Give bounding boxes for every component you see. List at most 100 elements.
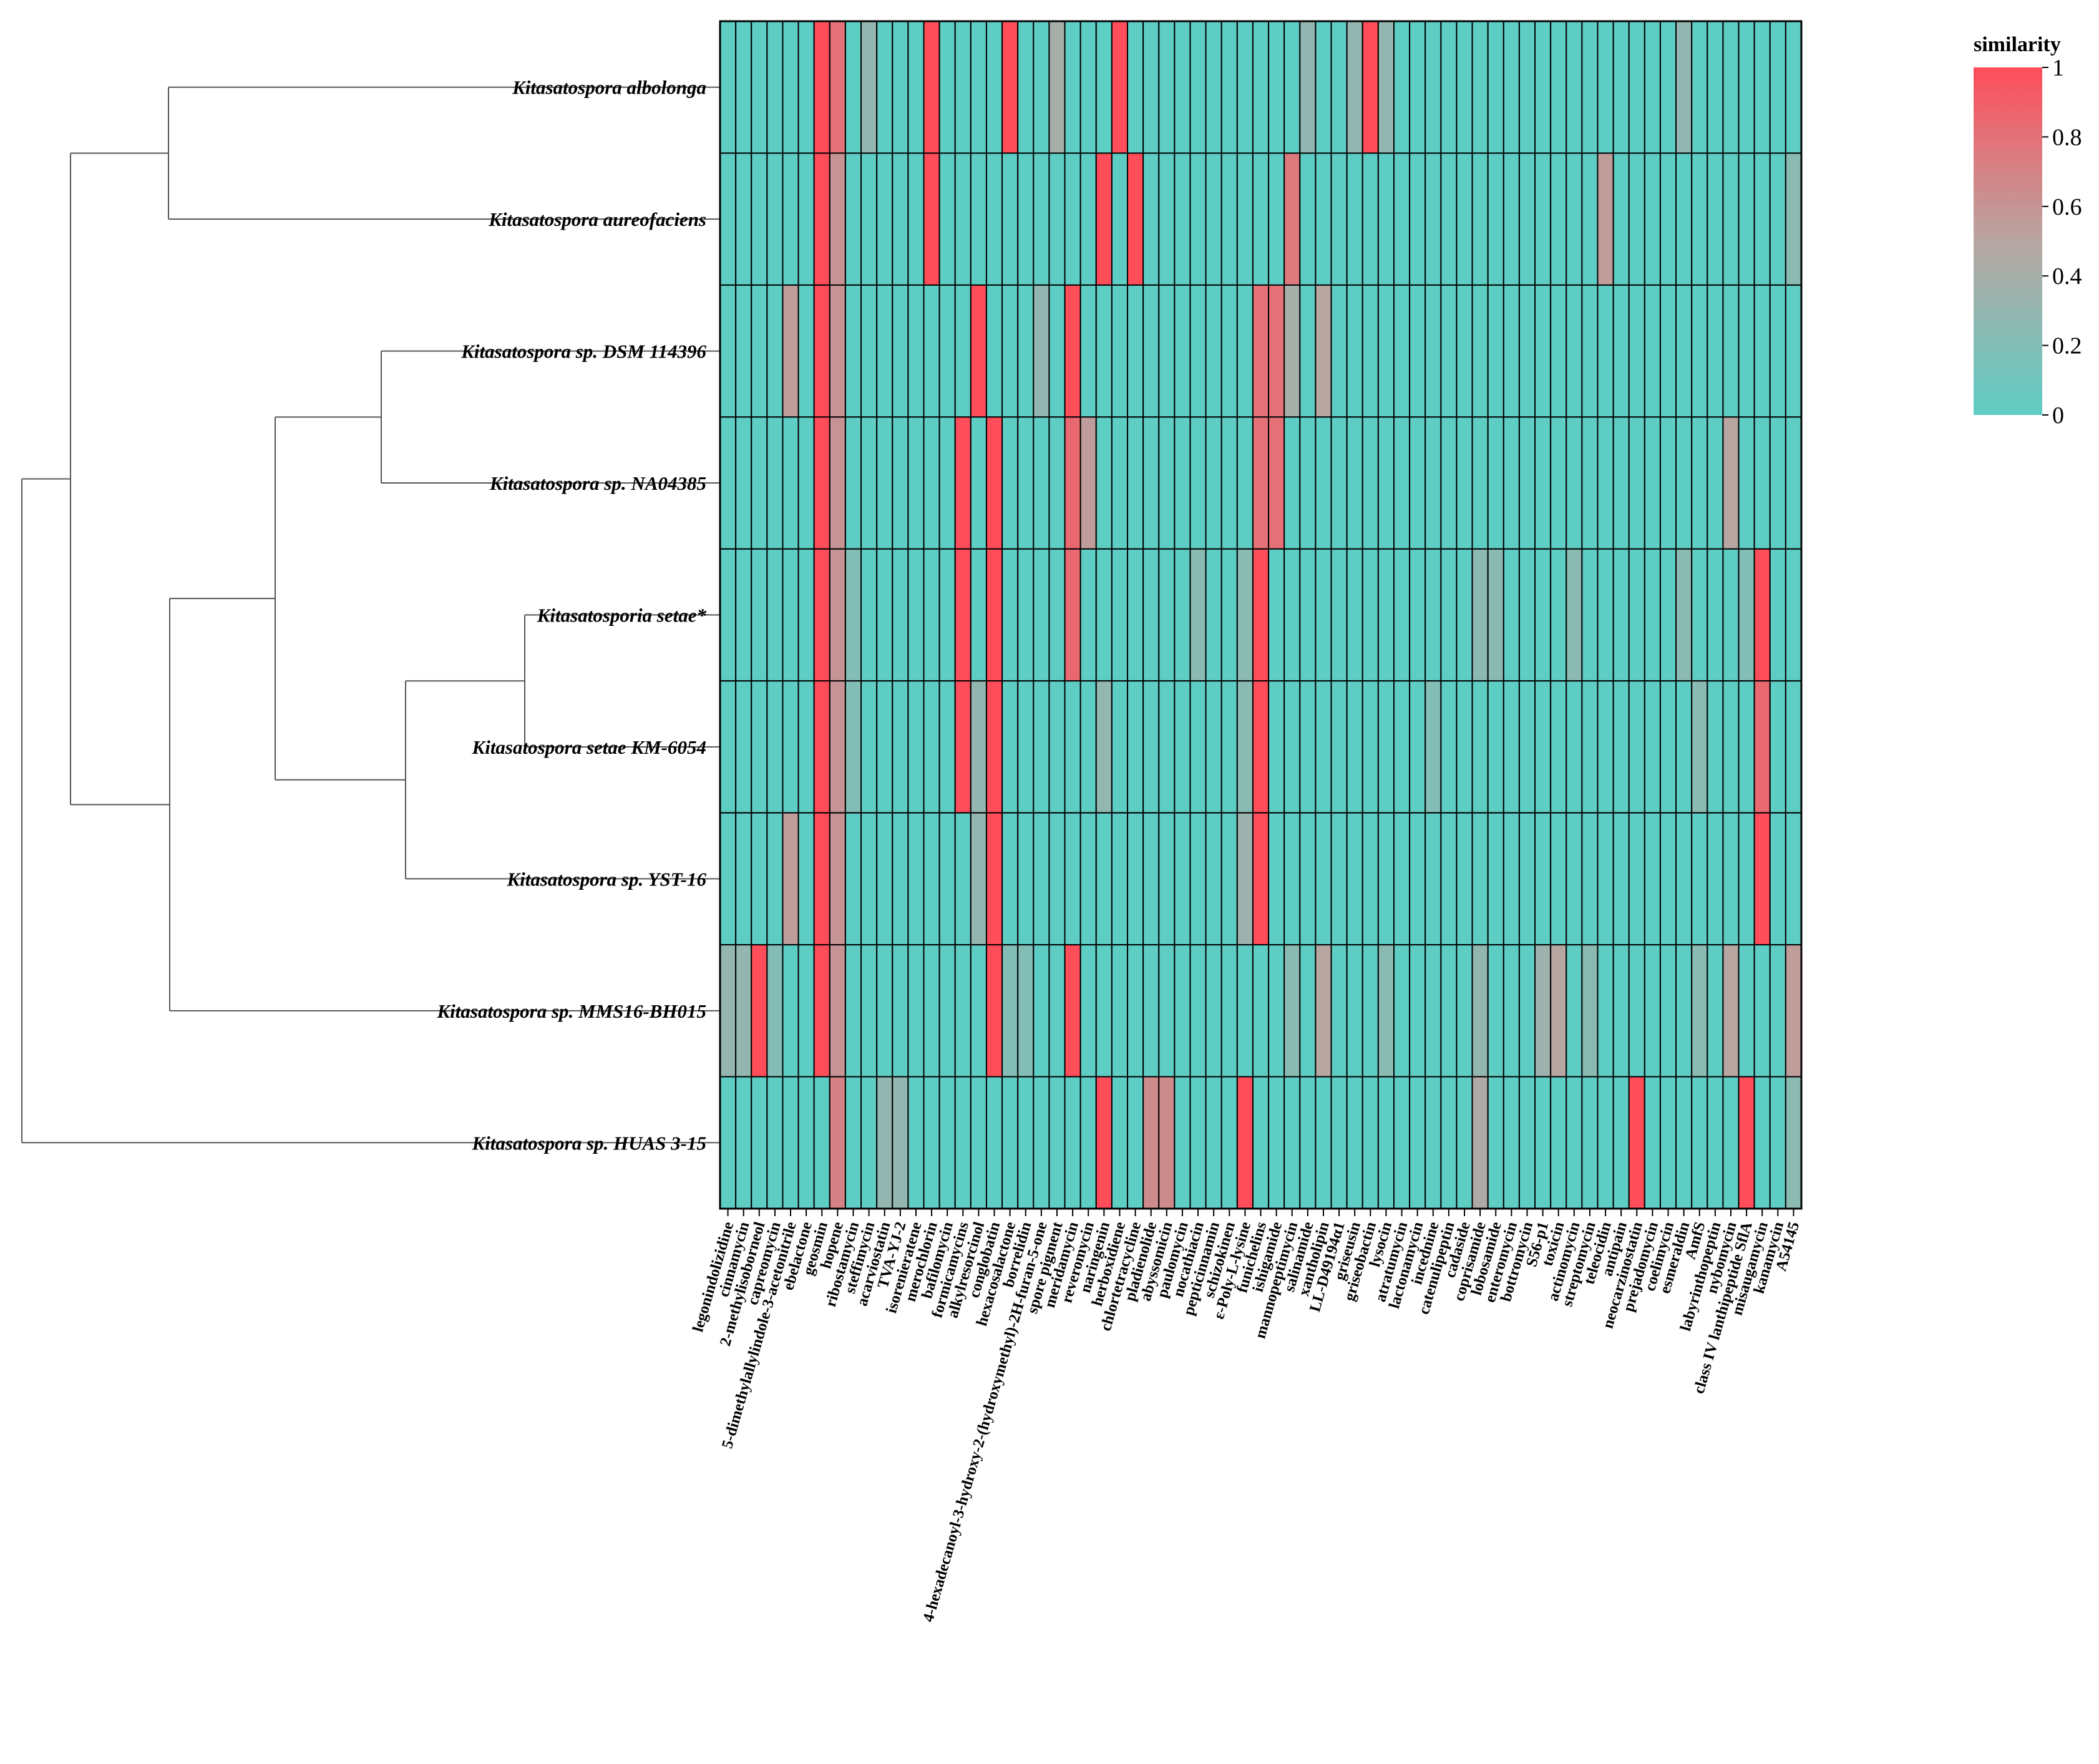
heatmap-cell [1659,548,1677,682]
heatmap-cell [1283,1076,1301,1209]
heatmap-cell [1033,416,1050,550]
heatmap-cell [1424,548,1442,682]
heatmap-cell [1111,416,1129,550]
heatmap-cell [1534,680,1552,814]
heatmap-cell [1456,680,1473,814]
heatmap-cell [797,680,815,814]
heatmap-cell [1612,284,1630,418]
heatmap-cell [938,21,956,154]
heatmap-cell [1644,284,1661,418]
heatmap-cell [1550,284,1567,418]
heatmap-cell [1785,944,1802,1078]
heatmap-cell [1785,416,1802,550]
heatmap-cell [751,21,768,154]
heatmap-cell [1534,152,1552,286]
heatmap-cell [1330,152,1348,286]
heatmap-cell [1236,680,1254,814]
heatmap-cell [719,812,737,946]
heatmap-cell [797,548,815,682]
heatmap-cell [1064,812,1081,946]
heatmap-cell [1409,548,1426,682]
heatmap-cell [1205,21,1222,154]
row-label: Kitasatospora aureofaciens [488,208,706,230]
heatmap-cell [907,21,925,154]
heatmap-cell [1456,944,1473,1078]
heatmap-cell [1220,680,1238,814]
heatmap-cell [860,548,878,682]
heatmap-cell [1315,416,1332,550]
heatmap-cell [1127,284,1144,418]
heatmap-cell [1440,1076,1458,1209]
heatmap-cell [1534,21,1552,154]
heatmap-cell [1393,21,1411,154]
heatmap-cell [1409,812,1426,946]
heatmap-cell [1361,1076,1379,1209]
heatmap-cell [1174,152,1191,286]
heatmap-cell [1440,284,1458,418]
heatmap-cell [1518,416,1536,550]
heatmap-cell [985,416,1003,550]
heatmap-cell [813,21,830,154]
heatmap-cell [1769,284,1786,418]
heatmap-cell [1283,548,1301,682]
heatmap-cell [1707,1076,1724,1209]
heatmap-cell [1205,548,1222,682]
heatmap-cell [1769,812,1786,946]
heatmap-cell [1205,152,1222,286]
heatmap-cell [1644,1076,1661,1209]
heatmap-cell [1330,21,1348,154]
heatmap-cell [1785,812,1802,946]
heatmap-cell [907,152,925,286]
heatmap-cell [1691,21,1708,154]
heatmap-cell [1377,548,1395,682]
heatmap-cell [1346,416,1363,550]
heatmap-cell [1095,416,1113,550]
heatmap-cell [907,284,925,418]
heatmap-cell [1612,21,1630,154]
heatmap-cell [1377,680,1395,814]
heatmap-cell [1158,416,1176,550]
heatmap-cell [797,152,815,286]
heatmap-cell [1048,548,1066,682]
heatmap-cell [829,548,846,682]
heatmap-cell [985,284,1003,418]
heatmap-cell [797,1076,815,1209]
heatmap-cell [1001,152,1019,286]
legend-title: similarity [1974,33,2061,56]
heatmap-cell [1079,680,1097,814]
heatmap-cell [1534,944,1552,1078]
row-label: Kitasatospora sp. DSM 114396 [460,341,706,363]
heatmap-cell [1189,152,1207,286]
heatmap-cell [1330,548,1348,682]
heatmap-cell [1502,21,1520,154]
heatmap-cell [1205,284,1222,418]
heatmap-cell [923,548,940,682]
heatmap-cell [1722,548,1740,682]
heatmap-cell [1675,152,1693,286]
heatmap-cell [1628,1076,1645,1209]
heatmap-cell [1346,284,1363,418]
heatmap-cell [813,284,830,418]
heatmap-cell [1659,416,1677,550]
heatmap-cell [1252,21,1270,154]
heatmap-cell [735,21,752,154]
heatmap-cell [1268,812,1285,946]
heatmap-cell [1393,152,1411,286]
heatmap-cell [1487,548,1504,682]
heatmap-cell [1738,548,1755,682]
heatmap-cell [1581,812,1599,946]
heatmap-cell [860,944,878,1078]
heatmap-cell [719,152,737,286]
heatmap-cell [1252,812,1270,946]
heatmap-cell [1581,548,1599,682]
heatmap-cell [1550,1076,1567,1209]
heatmap-cell [1158,548,1176,682]
heatmap-cell [1581,1076,1599,1209]
heatmap-cell [813,812,830,946]
heatmap-cell [1424,416,1442,550]
heatmap-cell [751,944,768,1078]
heatmap-cell [797,416,815,550]
heatmap-cell [1095,944,1113,1078]
heatmap-cell [1377,152,1395,286]
heatmap-cell [1440,812,1458,946]
